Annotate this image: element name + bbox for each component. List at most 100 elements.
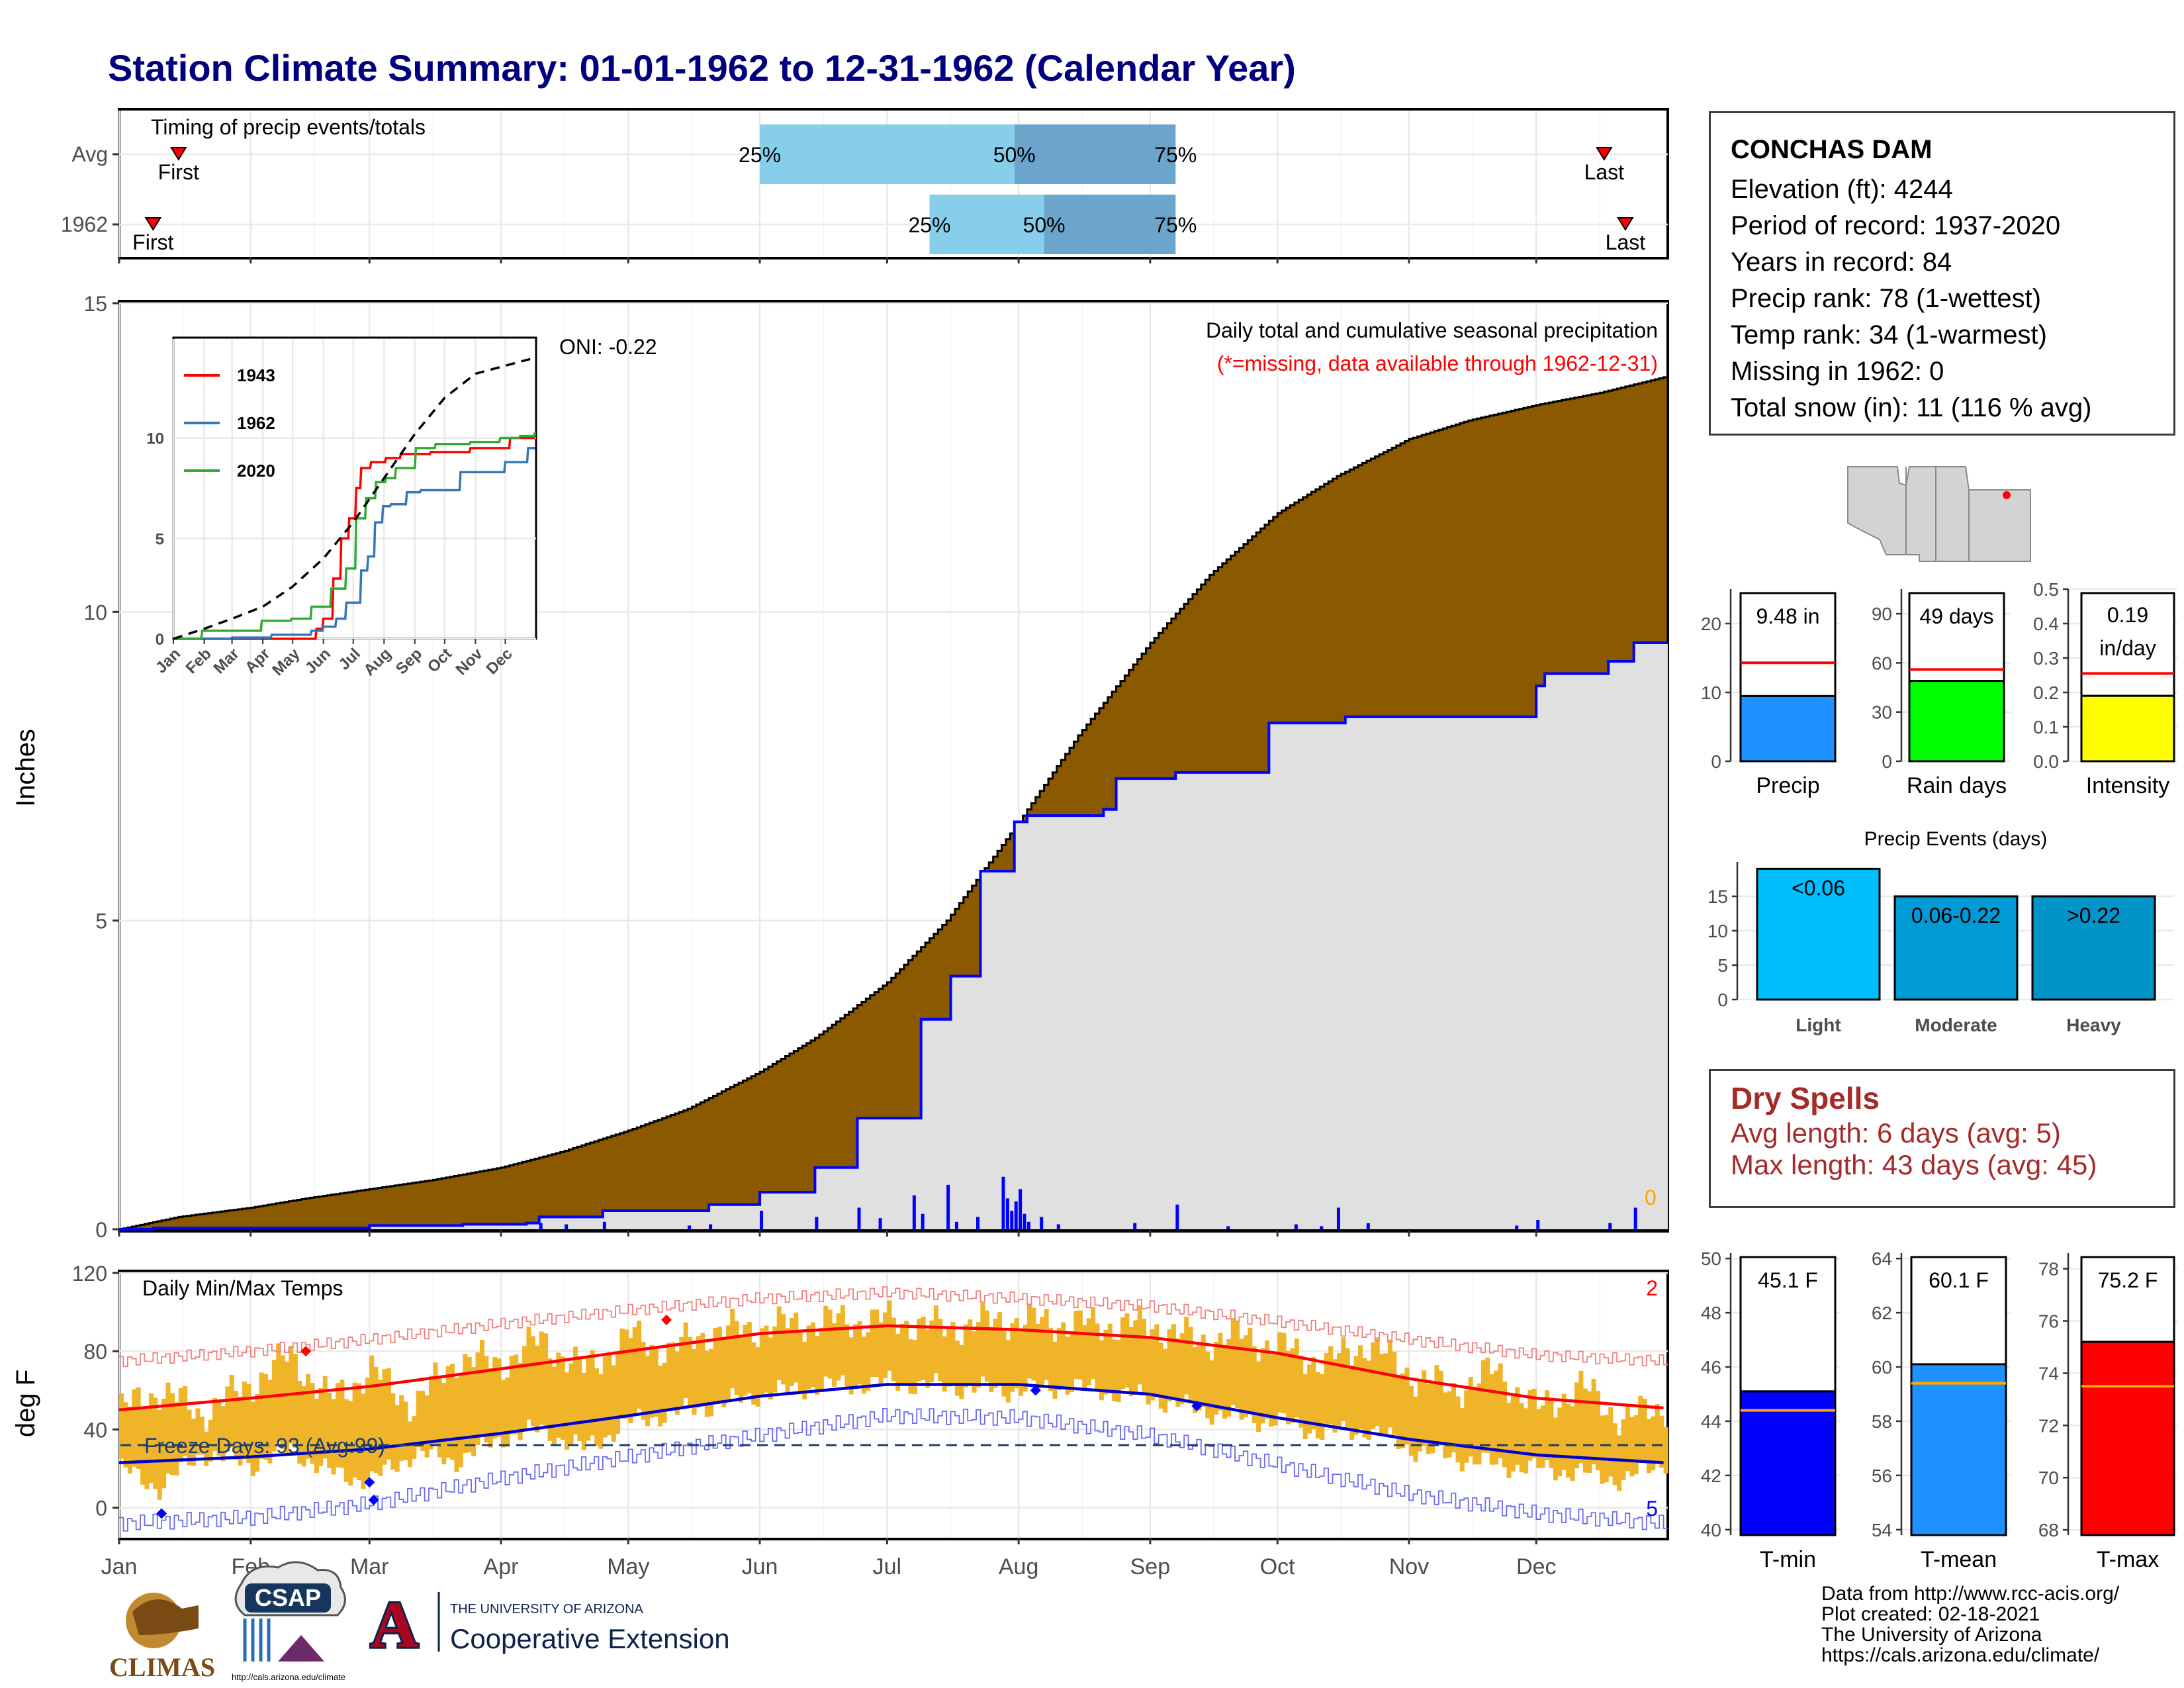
- daily-temp-range-bar: [1570, 1406, 1575, 1481]
- month-label: Oct: [1260, 1554, 1295, 1579]
- daily-temp-range-bar: [776, 1306, 782, 1380]
- daily-temp-range-bar: [220, 1406, 226, 1462]
- station-info-box: CONCHAS DAM Elevation (ft): 4244 Period …: [1709, 111, 2175, 436]
- daily-temp-range-bar: [132, 1389, 137, 1467]
- daily-temp-range-bar: [1468, 1377, 1473, 1457]
- daily-temp-range-bar: [806, 1325, 811, 1389]
- events-ytick-label: 10: [1707, 921, 1728, 941]
- daily-temp-range-bar: [972, 1331, 977, 1393]
- daily-temp-range-bar: [1604, 1415, 1609, 1483]
- daily-temp-range-bar: [1091, 1307, 1096, 1380]
- daily-temp-range-bar: [246, 1383, 251, 1464]
- daily-temp-range-bar: [645, 1356, 650, 1427]
- mini-ytick-label: 0.5: [2033, 579, 2059, 600]
- inset-series-1943: [173, 434, 537, 640]
- daily-temp-range-bar: [475, 1352, 480, 1445]
- daily-temp-range-bar: [140, 1407, 146, 1485]
- missing-count: 0: [1645, 1186, 1657, 1209]
- record-max-line: [119, 1286, 1668, 1368]
- daily-temp-range-bar: [704, 1350, 709, 1417]
- mini-bar-outline: [1739, 592, 1837, 697]
- daily-temp-range-bar: [577, 1358, 582, 1442]
- daily-temp-range-bar: [1065, 1336, 1070, 1395]
- station-temp-rank: Temp rank: 34 (1-warmest): [1731, 320, 2047, 350]
- precip-ytick-label: 15: [83, 292, 107, 316]
- daily-temp-range-bar: [619, 1329, 625, 1419]
- daily-temp-range-bar: [1625, 1405, 1630, 1472]
- daily-temp-range-bar: [1086, 1318, 1091, 1385]
- daily-temp-range-bar: [755, 1346, 760, 1407]
- mini-ytick-label: 0.3: [2033, 648, 2059, 669]
- daily-temp-range-bar: [148, 1393, 154, 1483]
- daily-temp-range-bar: [1142, 1319, 1147, 1393]
- mini-chart-tmin: 40 42 44 46 48 50 45.1 F T-min: [1701, 1248, 1840, 1572]
- daily-temp-range-bar: [904, 1321, 909, 1383]
- daily-temp-range-bar: [1209, 1360, 1214, 1425]
- daily-temp-range-bar: [463, 1354, 468, 1453]
- inset-ytick-label: 5: [156, 530, 164, 548]
- daily-temp-range-bar: [285, 1362, 290, 1453]
- daily-precip-bar: [1019, 1189, 1023, 1229]
- temp-panel: 0 40 80 120 Daily Min/Max Temps 2 5 Freeze …: [11, 1262, 1669, 1579]
- daily-temp-range-bar: [1235, 1321, 1240, 1409]
- daily-temp-range-bar: [271, 1360, 277, 1452]
- daily-temp-range-bar: [496, 1358, 502, 1437]
- daily-temp-range-bar: [1375, 1337, 1380, 1427]
- mini-category-label: Intensity: [2086, 773, 2170, 798]
- ua-logo: A THE UNIVERSITY OF ARIZONA Cooperative …: [363, 1586, 730, 1664]
- ua-block: [363, 1589, 426, 1652]
- daily-temp-range-bar: [1531, 1388, 1537, 1458]
- daily-temp-range-bar: [441, 1383, 447, 1465]
- credits: Data from http://www.rcc-acis.org/ Plot …: [1821, 1583, 2119, 1665]
- mini-bar-value: [2080, 694, 2175, 763]
- daily-temp-range-bar: [581, 1372, 586, 1450]
- mini-ytick-label: 60: [1872, 653, 1892, 673]
- daily-temp-range-bar: [1269, 1354, 1274, 1427]
- daily-precip-bar: [1005, 1198, 1009, 1229]
- events-bar-label: 0.06-0.22: [1911, 904, 2001, 927]
- normal-min-line: [118, 1383, 1664, 1464]
- daily-precip-bar: [1001, 1176, 1005, 1229]
- daily-temp-range-bar: [1371, 1342, 1376, 1429]
- station-missing: Missing in 1962: 0: [1731, 357, 1944, 386]
- daily-temp-range-bar: [1112, 1339, 1117, 1401]
- daily-temp-range-bar: [751, 1342, 756, 1405]
- daily-temp-range-bar: [1596, 1391, 1601, 1471]
- daily-temp-range-bar: [598, 1374, 604, 1449]
- daily-temp-range-bar: [1459, 1407, 1465, 1472]
- daily-temp-range-bar: [301, 1386, 306, 1467]
- mini-bar-value: [1739, 694, 1837, 763]
- daily-temp-range-bar: [1455, 1396, 1461, 1463]
- daily-temp-range-bar: [433, 1362, 438, 1445]
- daily-temp-range-bar: [662, 1362, 667, 1423]
- daily-temp-range-bar: [1426, 1384, 1431, 1454]
- dry-spells-title: Dry Spells: [1731, 1081, 1880, 1115]
- daily-temp-range-bar: [912, 1340, 917, 1395]
- daily-temp-range-bar: [861, 1336, 866, 1394]
- daily-temp-range-bar: [1103, 1329, 1109, 1395]
- daily-temp-range-bar: [1502, 1382, 1507, 1468]
- daily-temp-range-bar: [119, 1393, 124, 1459]
- mini-bar-outline: [1908, 592, 2005, 682]
- daily-temp-range-bar: [1073, 1311, 1079, 1380]
- daily-temp-range-bar: [1629, 1417, 1635, 1477]
- daily-temp-range-bar: [666, 1342, 672, 1409]
- daily-temp-range-bar: [208, 1419, 213, 1462]
- daily-temp-range-bar: [1480, 1360, 1486, 1453]
- daily-temp-range-bar: [1642, 1399, 1647, 1462]
- daily-temp-range-bar: [1146, 1337, 1151, 1405]
- daily-temp-range-bar: [717, 1327, 722, 1402]
- timing-row-label: Avg: [71, 142, 108, 166]
- timing-first-label: First: [132, 230, 173, 254]
- events-ytick-label: 5: [1717, 955, 1728, 976]
- daily-precip-bar: [1023, 1213, 1026, 1229]
- daily-temp-range-bar: [899, 1323, 905, 1385]
- daily-temp-range-bar: [760, 1328, 765, 1395]
- credit-data-source: Data from http://www.rcc-acis.org/: [1821, 1583, 2120, 1605]
- record-low-marker: [368, 1494, 379, 1505]
- record-low-marker: [156, 1508, 167, 1519]
- mini-ytick-label: 54: [1872, 1520, 1892, 1540]
- timing-p75-label: 75%: [1154, 213, 1197, 237]
- mini-bar-label: 75.2 F: [2098, 1268, 2158, 1292]
- events-category-label: Moderate: [1915, 1015, 1997, 1035]
